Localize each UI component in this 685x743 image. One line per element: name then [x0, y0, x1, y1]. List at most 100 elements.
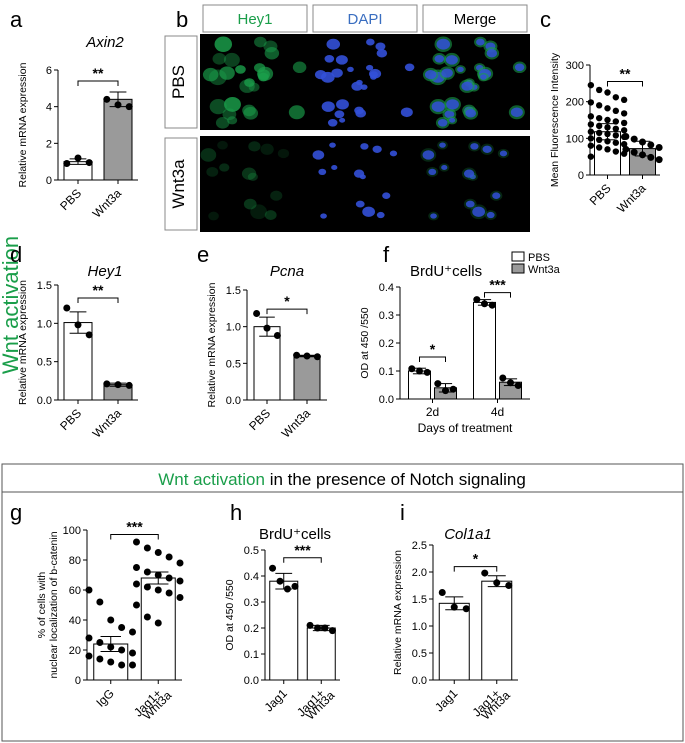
data-point	[74, 154, 82, 162]
chart-c: c 0 100 200 300 Mean Fluorescence Intensity PB…	[540, 7, 663, 216]
x-tick-label: PBS	[587, 181, 614, 208]
panel-letter-f: f	[383, 242, 390, 267]
dapi-nucleus	[318, 168, 327, 176]
significance-label: ***	[489, 277, 506, 293]
data-point	[63, 160, 71, 167]
hey1-signal	[214, 36, 233, 52]
data-point	[143, 568, 151, 576]
hey1-signal	[217, 140, 228, 150]
data-point	[620, 127, 628, 134]
data-point	[587, 153, 595, 160]
merge-nucleus	[480, 74, 487, 80]
merge-nucleus	[470, 143, 479, 150]
x-tick-label: PBS	[57, 406, 84, 433]
dapi-nucleus	[327, 118, 338, 127]
hey1-signal	[239, 79, 255, 93]
data-point	[481, 569, 489, 577]
dapi-nucleus	[365, 64, 374, 71]
panel-letter-d: d	[10, 242, 22, 267]
dapi-nucleus	[334, 110, 345, 119]
merge-nucleus	[424, 70, 437, 80]
data-point	[595, 136, 603, 143]
dapi-nucleus	[389, 150, 398, 157]
merge-nucleus	[431, 101, 445, 112]
data-point	[165, 553, 173, 561]
data-point	[647, 153, 655, 161]
image-row-header-box	[164, 137, 198, 231]
y-tick-label: 0.0	[244, 675, 259, 687]
dapi-nucleus	[335, 55, 348, 65]
y-tick-label: 0.0	[412, 675, 427, 687]
y-tick-label: 40	[69, 615, 81, 627]
chart-title: Pcna	[270, 263, 304, 280]
data-point	[423, 368, 431, 376]
y-tick-label: 0	[75, 675, 81, 687]
data-point	[408, 365, 416, 373]
data-point	[118, 661, 126, 669]
y-tick-label: 0.3	[379, 310, 394, 322]
significance-label: **	[620, 66, 631, 82]
data-point	[132, 564, 140, 571]
chart-h: h BrdU⁺cells 0.0 0.1 0.2 0.3 0.4 0.5 OD at 450 /…	[224, 500, 340, 723]
hey1-signal	[208, 211, 219, 221]
data-point	[129, 661, 137, 669]
data-point	[434, 380, 442, 388]
data-point	[293, 351, 301, 359]
merge-nucleus	[430, 213, 437, 219]
y-tick-label: 0.0	[226, 395, 241, 407]
panel-letter-h: h	[230, 500, 242, 525]
panel-letter-c: c	[540, 7, 551, 32]
data-point	[595, 129, 603, 137]
data-point	[314, 624, 322, 632]
y-tick-label: 1.5	[226, 285, 241, 297]
merge-nucleus	[446, 99, 459, 110]
dapi-nucleus	[312, 150, 325, 160]
data-point	[321, 624, 329, 632]
y-tick-label: 6	[46, 65, 52, 77]
data-point	[595, 86, 603, 94]
data-point	[176, 594, 184, 601]
dapi-nucleus	[331, 68, 343, 78]
significance-label: **	[93, 65, 104, 81]
data-point	[63, 304, 71, 312]
dapi-nucleus	[355, 108, 367, 118]
data-point	[587, 99, 595, 106]
data-point	[132, 601, 140, 609]
data-point	[107, 616, 115, 624]
merge-nucleus	[457, 66, 464, 73]
legend-swatch-pbs	[511, 251, 525, 262]
y-axis-label: OD at 450 /550	[224, 579, 236, 650]
data-point	[620, 96, 628, 104]
x-tick-label: Wnt3a	[90, 406, 125, 441]
y-tick-label: 0.2	[379, 338, 394, 350]
bar	[103, 98, 133, 181]
panel-letter-g: g	[10, 500, 22, 525]
hey1-signal	[243, 198, 257, 210]
hey1-signal	[219, 66, 235, 80]
data-point	[154, 619, 162, 627]
dapi-nucleus	[375, 42, 386, 51]
data-point	[587, 135, 595, 142]
data-point	[96, 639, 104, 646]
data-point	[154, 586, 162, 594]
chart-f: f BrdU⁺cells 0.0 0.1 0.2 0.3 0.4 OD at 450 /550…	[359, 242, 561, 435]
significance-bracket	[77, 80, 119, 86]
section-header-green: Wnt activation	[158, 470, 265, 489]
data-point	[499, 374, 507, 382]
data-point	[514, 382, 522, 390]
data-point	[620, 141, 628, 148]
data-point	[129, 628, 137, 636]
y-tick-label: 80	[69, 555, 81, 567]
hey1-signal	[292, 61, 307, 74]
x-tick-label: Wnt3a	[279, 406, 314, 441]
data-point	[587, 128, 595, 135]
data-point	[176, 559, 184, 567]
dapi-nucleus	[353, 169, 365, 178]
micrograph-wnt3a-merge	[420, 136, 530, 232]
y-tick-label: 0.5	[244, 545, 259, 557]
y-tick-label: 2.5	[412, 540, 427, 552]
chart-title: BrdU⁺cells	[259, 526, 331, 543]
hey1-signal	[254, 36, 267, 48]
bar	[269, 580, 299, 681]
